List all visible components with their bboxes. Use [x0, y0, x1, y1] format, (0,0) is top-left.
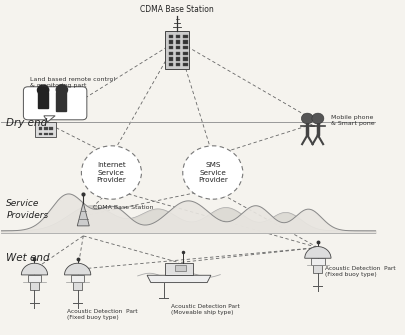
Bar: [183, 57, 188, 61]
Circle shape: [81, 146, 141, 199]
Bar: [73, 282, 82, 290]
Wedge shape: [305, 247, 331, 258]
Circle shape: [312, 113, 324, 124]
Bar: [183, 41, 188, 44]
Wedge shape: [64, 263, 91, 275]
Bar: [39, 133, 43, 135]
Bar: [183, 35, 188, 38]
Bar: [176, 41, 181, 44]
Polygon shape: [77, 203, 89, 226]
Bar: [169, 46, 173, 49]
Bar: [176, 35, 181, 38]
Polygon shape: [38, 92, 48, 109]
Text: SMS
Service
Provider: SMS Service Provider: [198, 162, 228, 183]
Text: Acoustic Detection  Part
(Fixed buoy type): Acoustic Detection Part (Fixed buoy type…: [325, 266, 396, 277]
Bar: [44, 133, 48, 135]
Bar: [313, 265, 322, 273]
Circle shape: [38, 85, 49, 95]
Bar: [169, 63, 173, 66]
Bar: [30, 282, 39, 290]
Bar: [169, 57, 173, 61]
Text: Dry end: Dry end: [6, 118, 47, 128]
Bar: [176, 52, 181, 55]
Text: Service
Providers: Service Providers: [6, 199, 49, 220]
Bar: [176, 63, 181, 66]
Bar: [49, 133, 53, 135]
Bar: [169, 35, 173, 38]
Polygon shape: [56, 92, 66, 111]
Text: Acoustic Detection Part
(Moveable ship type): Acoustic Detection Part (Moveable ship t…: [171, 304, 240, 315]
Bar: [39, 127, 43, 130]
Bar: [165, 263, 193, 275]
Text: Acoustic Detection  Part
(Fixed buoy type): Acoustic Detection Part (Fixed buoy type…: [67, 309, 138, 320]
Bar: [176, 46, 181, 49]
Bar: [183, 46, 188, 49]
Text: Wet end: Wet end: [6, 253, 50, 263]
Text: Internet
Service
Provider: Internet Service Provider: [96, 162, 126, 183]
Bar: [183, 63, 188, 66]
Text: CDMA Base Station: CDMA Base Station: [140, 5, 214, 14]
Circle shape: [183, 146, 243, 199]
Bar: [311, 258, 325, 265]
Bar: [71, 275, 84, 282]
Bar: [49, 127, 53, 130]
Bar: [169, 52, 173, 55]
Wedge shape: [21, 263, 48, 275]
Circle shape: [56, 85, 68, 95]
Bar: [183, 52, 188, 55]
Bar: [35, 123, 56, 137]
Text: Land based remote control
& monitoring part: Land based remote control & monitoring p…: [30, 77, 115, 88]
Circle shape: [301, 113, 313, 124]
Bar: [28, 275, 41, 282]
Polygon shape: [44, 116, 55, 122]
Polygon shape: [147, 275, 211, 283]
FancyBboxPatch shape: [23, 87, 87, 120]
Bar: [44, 127, 48, 130]
Text: CDMA Base Station: CDMA Base Station: [93, 205, 153, 210]
Bar: [175, 265, 186, 271]
Bar: [165, 31, 189, 69]
Bar: [176, 57, 181, 61]
Bar: [169, 41, 173, 44]
Text: Mobile phone
& Smart pone: Mobile phone & Smart pone: [331, 115, 375, 126]
